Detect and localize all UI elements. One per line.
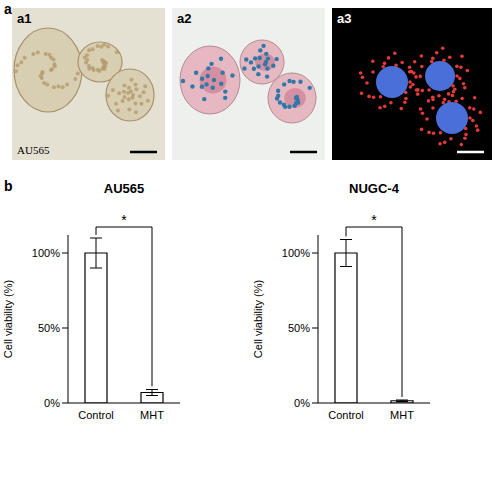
svg-text:AU565: AU565 xyxy=(17,144,50,156)
html-text:NUGC-4: NUGC-4 xyxy=(349,181,399,196)
html-text:AU565: AU565 xyxy=(103,181,145,196)
html-text:b: b xyxy=(4,178,13,194)
svg-text:Cell viability (%): Cell viability (%) xyxy=(252,280,264,358)
svg-text:Cell viability (%): Cell viability (%) xyxy=(8,280,14,358)
svg-text:*: * xyxy=(121,212,127,228)
svg-text:*: * xyxy=(371,212,377,228)
svg-text:50%: 50% xyxy=(38,322,60,334)
svg-text:100%: 100% xyxy=(32,247,60,259)
svg-text:Control: Control xyxy=(78,409,113,421)
svg-text:100%: 100% xyxy=(282,247,310,259)
svg-text:0%: 0% xyxy=(294,397,310,409)
svg-text:0%: 0% xyxy=(44,397,60,409)
svg-text:a: a xyxy=(8,1,12,17)
svg-text:MHT: MHT xyxy=(140,409,164,421)
svg-text:a2: a2 xyxy=(177,11,191,26)
svg-text:a1: a1 xyxy=(17,11,31,26)
svg-text:Control: Control xyxy=(328,409,363,421)
svg-text:MHT: MHT xyxy=(390,409,414,421)
svg-text:a3: a3 xyxy=(337,11,351,26)
svg-text:50%: 50% xyxy=(288,322,310,334)
